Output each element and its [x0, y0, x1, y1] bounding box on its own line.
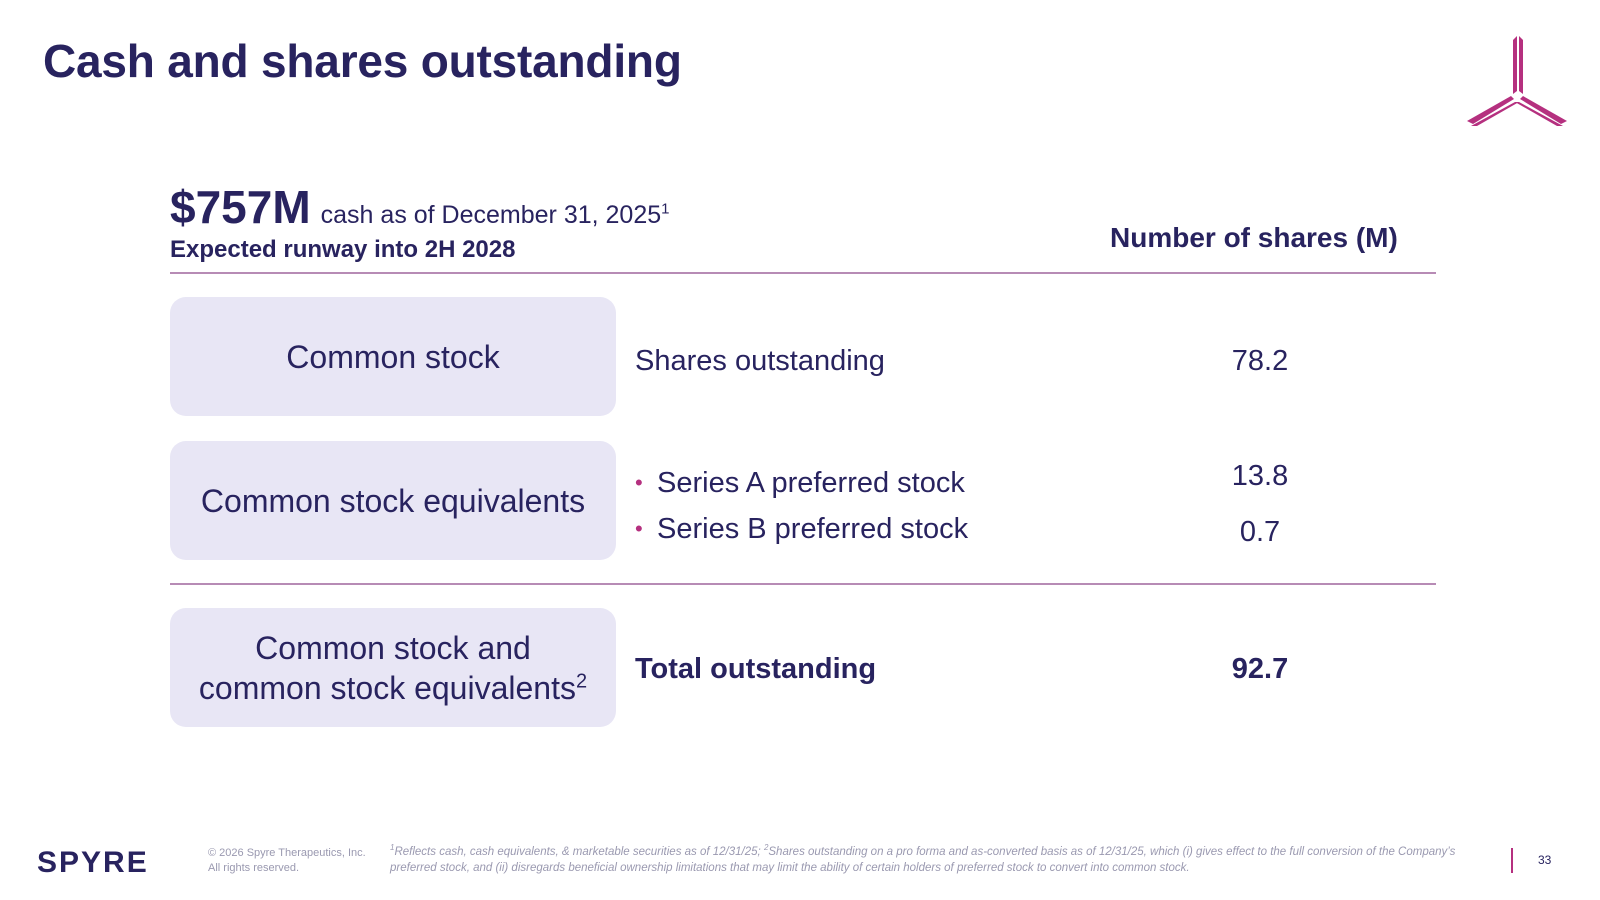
footer-brand-logo: SPYRE — [37, 846, 149, 879]
cash-summary: $757M cash as of December 31, 20251 — [170, 180, 669, 234]
row-label-total: Total outstanding — [635, 653, 877, 685]
spyre-logo-icon — [1467, 36, 1567, 126]
category-box-common-stock-equivalents: Common stock equivalents — [170, 441, 616, 560]
row-value-total: 92.7 — [1231, 653, 1289, 685]
footnotes: 1Reflects cash, cash equivalents, & mark… — [390, 843, 1456, 874]
list-item: • Series B preferred stock — [635, 513, 969, 545]
equivalents-list: • Series A preferred stock • Series B pref… — [635, 460, 968, 552]
divider — [170, 272, 1436, 274]
footer-divider — [1511, 848, 1513, 873]
copyright: © 2026 Spyre Therapeutics, Inc. All righ… — [208, 847, 366, 874]
row-value-shares-outstanding: 78.2 — [1231, 345, 1289, 377]
page-number: 33 — [1538, 853, 1552, 867]
row-value-series-a: 13.8 — [1231, 460, 1289, 492]
category-box-common-stock: Common stock — [170, 297, 616, 416]
category-box-total: Common stock and common stock equivalent… — [170, 608, 616, 727]
column-header: Number of shares (M) — [1110, 222, 1398, 253]
page-title: Cash and shares outstanding — [43, 35, 682, 87]
bullet-dot-icon: • — [635, 470, 643, 495]
runway-text: Expected runway into 2H 2028 — [170, 236, 516, 263]
footnote-ref: 2 — [575, 669, 588, 692]
cash-amount: $757M — [170, 181, 311, 233]
bullet-dot-icon: • — [635, 516, 643, 541]
row-label-shares-outstanding: Shares outstanding — [635, 345, 885, 377]
cash-description: cash as of December 31, 20251 — [320, 200, 670, 229]
row-value-series-b: 0.7 — [1239, 516, 1281, 548]
divider — [170, 583, 1436, 585]
footnote-ref: 1 — [661, 200, 670, 218]
list-item: • Series A preferred stock — [635, 467, 965, 499]
